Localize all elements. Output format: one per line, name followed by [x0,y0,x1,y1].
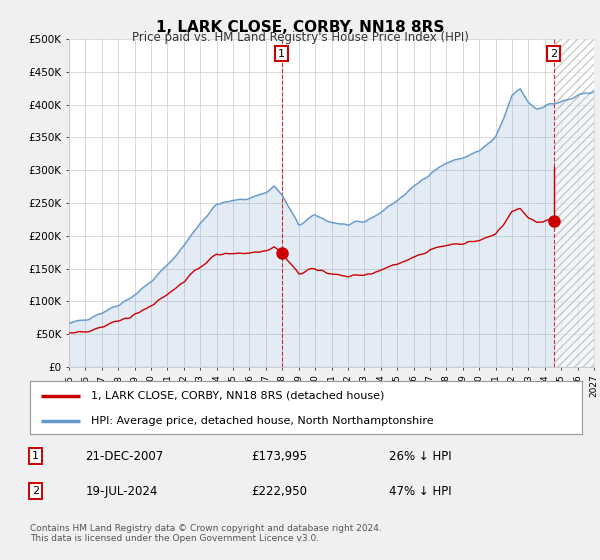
Text: 19-JUL-2024: 19-JUL-2024 [85,484,158,497]
Text: 26% ↓ HPI: 26% ↓ HPI [389,450,451,463]
Text: 1, LARK CLOSE, CORBY, NN18 8RS (detached house): 1, LARK CLOSE, CORBY, NN18 8RS (detached… [91,391,384,401]
Text: 1: 1 [32,451,39,461]
Text: 2: 2 [550,49,557,59]
Text: 1, LARK CLOSE, CORBY, NN18 8RS: 1, LARK CLOSE, CORBY, NN18 8RS [156,20,444,35]
Text: 2: 2 [32,486,39,496]
Bar [554,39,596,367]
Text: £222,950: £222,950 [251,484,307,497]
Text: £173,995: £173,995 [251,450,307,463]
Text: 1: 1 [278,49,285,59]
Bar [554,39,596,367]
Bar [554,39,596,367]
Text: HPI: Average price, detached house, North Northamptonshire: HPI: Average price, detached house, Nort… [91,416,433,426]
Text: Price paid vs. HM Land Registry's House Price Index (HPI): Price paid vs. HM Land Registry's House … [131,31,469,44]
Text: 21-DEC-2007: 21-DEC-2007 [85,450,163,463]
Text: Contains HM Land Registry data © Crown copyright and database right 2024.
This d: Contains HM Land Registry data © Crown c… [30,524,382,543]
Text: 47% ↓ HPI: 47% ↓ HPI [389,484,451,497]
